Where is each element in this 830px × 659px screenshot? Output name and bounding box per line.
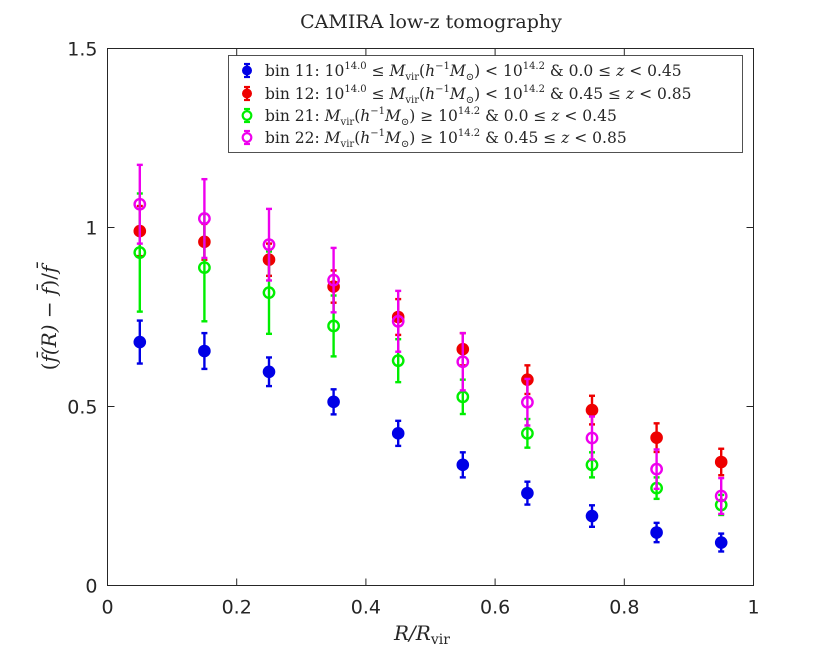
y-axis: 0 0.5 1 1.5 (67, 39, 754, 598)
data-point (327, 273, 340, 287)
x-tick-label: 0.4 (351, 597, 381, 619)
data-point (714, 536, 728, 549)
data-point (327, 395, 340, 409)
legend: bin 11: 1014.0 ≤ Mvir(h−1M⊙) < 1014.2 & … (228, 55, 743, 153)
data-point (391, 354, 405, 368)
legend-item-bin-21: bin 21: Mvir(h−1M⊙) ≥ 1014.2 & 0.0 ≤ z <… (241, 106, 617, 128)
y-axis-label: (f̄(R) − f̄)/f̄ (36, 262, 61, 371)
data-point (585, 431, 599, 445)
svg-text:(f̄(R) − f̄)/f̄: (f̄(R) − f̄)/f̄ (36, 262, 61, 371)
series-1 (133, 319, 728, 553)
x-axis: 0 0.2 0.4 0.6 0.8 1 (101, 48, 760, 619)
data-point (262, 365, 276, 379)
svg-text:bin 12: 1014.0 ≤ Mvir(h−1M⊙) <: bin 12: 1014.0 ≤ Mvir(h−1M⊙) < 1014.2 & … (265, 84, 692, 106)
x-tick-label: 0.2 (222, 597, 252, 619)
data-point (456, 458, 470, 472)
data-point (585, 403, 599, 417)
data-point (521, 426, 534, 440)
data-point (585, 509, 599, 523)
legend-box (228, 55, 743, 153)
data-point (521, 395, 534, 409)
data-point (133, 197, 147, 211)
svg-text:bin 22: Mvir(h−1M⊙) ≥ 1014.2 &: bin 22: Mvir(h−1M⊙) ≥ 1014.2 & 0.45 ≤ z … (265, 128, 627, 150)
data-point (262, 238, 276, 252)
data-point (327, 319, 340, 333)
y-tick-label: 0 (85, 576, 97, 598)
data-point (262, 286, 276, 300)
y-tick-label: 0.5 (67, 397, 97, 419)
chart-title: CAMIRA low-z tomography (300, 11, 562, 33)
data-point (391, 314, 405, 328)
data-point (391, 427, 405, 440)
data-point (456, 390, 470, 404)
x-tick-label: 1 (747, 597, 759, 619)
y-tick-label: 1.5 (67, 39, 97, 61)
data-point (133, 246, 147, 259)
series-4 (133, 163, 728, 516)
svg-text:bin 11: 1014.0 ≤ Mvir(h−1M⊙) <: bin 11: 1014.0 ≤ Mvir(h−1M⊙) < 1014.2 & … (265, 61, 682, 83)
svg-text:bin 21: Mvir(h−1M⊙) ≥ 1014.2 &: bin 21: Mvir(h−1M⊙) ≥ 1014.2 & 0.0 ≤ z <… (265, 106, 617, 128)
data-point (714, 489, 728, 503)
data-point (197, 261, 211, 274)
data-point (198, 344, 211, 358)
data-point (650, 526, 663, 539)
data-point (650, 462, 663, 476)
legend-item-bin-12: bin 12: 1014.0 ≤ Mvir(h−1M⊙) < 1014.2 & … (242, 84, 692, 106)
data-point (197, 212, 211, 225)
data-point (650, 431, 663, 444)
data-point (714, 455, 728, 469)
legend-item-bin-22: bin 22: Mvir(h−1M⊙) ≥ 1014.2 & 0.45 ≤ z … (241, 128, 627, 150)
x-tick-label: 0.6 (480, 597, 510, 619)
x-tick-label: 0 (101, 597, 113, 619)
data-point (521, 486, 534, 500)
legend-item-bin-11: bin 11: 1014.0 ≤ Mvir(h−1M⊙) < 1014.2 & … (242, 61, 682, 83)
data-point (456, 355, 470, 369)
series-layer (133, 163, 728, 553)
data-point (133, 335, 147, 349)
x-tick-label: 0.8 (609, 597, 639, 619)
y-tick-label: 1 (85, 218, 97, 240)
